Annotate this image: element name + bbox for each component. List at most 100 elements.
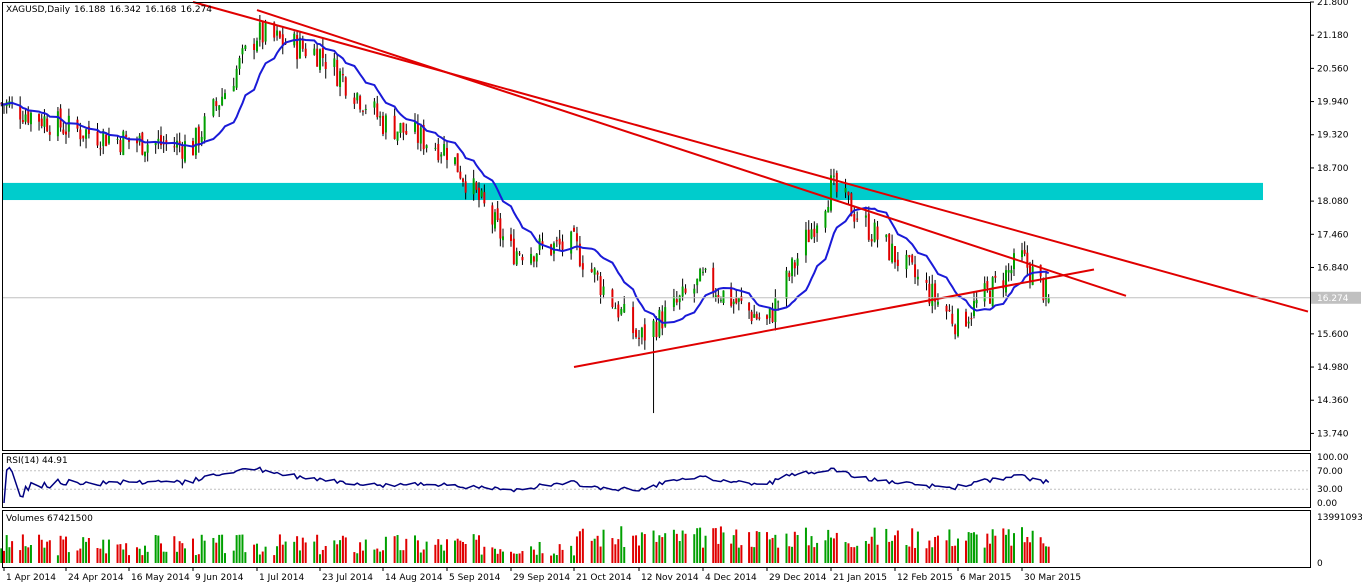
candle-up <box>785 270 788 299</box>
candle-down <box>807 229 810 243</box>
candle-up <box>672 296 675 308</box>
candle-up <box>203 116 206 140</box>
price-axis-label: 16.840 <box>1317 263 1349 273</box>
candle-down <box>253 43 256 50</box>
candle-up <box>364 108 367 110</box>
candle-down <box>402 122 405 133</box>
candle-up <box>737 298 740 302</box>
candle-up <box>753 314 756 318</box>
candle-up <box>1005 270 1007 293</box>
time-axis-label: 4 Dec 2014 <box>705 573 757 583</box>
candle-up <box>796 258 799 266</box>
rsi-axis-label: 100.00 <box>1317 453 1349 463</box>
candle-down <box>518 253 521 255</box>
candle-down <box>215 101 218 107</box>
candle-up <box>804 229 807 256</box>
candle-down <box>766 315 768 319</box>
price-axis-label: 15.600 <box>1317 330 1349 340</box>
candle-down <box>856 218 859 220</box>
candle-down <box>353 97 356 104</box>
candle-up <box>356 93 359 101</box>
candle-down <box>301 40 304 49</box>
candle-up <box>552 243 555 254</box>
rsi-line <box>3 466 1050 504</box>
price-axis-label: 13.740 <box>1317 429 1349 439</box>
ohlc-open: 16.188 <box>74 5 106 15</box>
time-axis: 1 Apr 2014 24 Apr 2014 16 May 2014 9 Jun 20… <box>3 567 1081 583</box>
candle-up <box>384 115 387 133</box>
candle-up <box>333 58 336 67</box>
time-axis-label: 9 Jun 2014 <box>195 573 244 583</box>
candle-up <box>810 229 813 239</box>
candle-up <box>379 115 382 118</box>
candle-up <box>24 114 27 122</box>
candle-up <box>620 309 623 315</box>
candle-down <box>908 255 911 258</box>
candle-down <box>771 309 774 322</box>
candle-down <box>578 243 581 266</box>
candle-up <box>714 295 717 298</box>
time-axis-label: 21 Oct 2014 <box>576 573 632 583</box>
candle-down <box>478 187 480 200</box>
candle-down <box>599 276 602 296</box>
time-axis-label: 30 Mar 2015 <box>1024 573 1081 583</box>
candle-up <box>144 151 146 157</box>
candle-down <box>344 77 347 96</box>
candle-down <box>46 118 49 132</box>
candle-up <box>824 211 827 228</box>
candle-down <box>573 227 575 232</box>
trendline-upper-resistance <box>192 1 1309 313</box>
candle-down <box>336 59 339 86</box>
candle-up <box>975 299 978 304</box>
candle-up <box>768 307 771 319</box>
candle-down <box>1002 280 1005 289</box>
candle-up <box>696 278 699 286</box>
price-pane <box>0 1 1310 414</box>
candle-up <box>200 136 203 143</box>
candle-down <box>321 47 324 58</box>
candle-up <box>623 304 626 313</box>
price-axis-label: 14.980 <box>1317 363 1349 373</box>
candle-down <box>758 317 761 319</box>
candle-up <box>116 138 119 140</box>
candle-up <box>664 307 667 327</box>
candle-up <box>85 129 88 139</box>
candle-down <box>304 48 307 57</box>
candle-up <box>1021 250 1023 258</box>
candle-up <box>373 101 376 108</box>
candle-up <box>827 206 830 213</box>
candle-down <box>136 139 138 144</box>
candle-down <box>1026 252 1029 268</box>
candle-down <box>717 295 720 299</box>
candle-down <box>437 144 440 161</box>
time-axis-label: 21 Jan 2015 <box>833 573 887 583</box>
candle-down <box>730 286 733 306</box>
candle-up <box>258 22 261 40</box>
candle-up <box>719 300 722 302</box>
candle-down <box>96 131 99 146</box>
candle-down <box>459 171 462 179</box>
candle-down <box>596 272 599 275</box>
chart-timeframe: Daily <box>47 5 70 15</box>
candle-down <box>994 275 997 278</box>
price-axis-label: 18.700 <box>1317 164 1349 174</box>
candle-up <box>221 96 224 106</box>
candle-down <box>867 213 870 240</box>
candle-up <box>235 68 238 88</box>
candle-up <box>602 286 605 295</box>
rsi-axis-label: 30.00 <box>1317 485 1343 495</box>
candle-up <box>29 112 32 125</box>
candle-down <box>945 305 948 312</box>
volume-pane-frame <box>2 510 1311 568</box>
candle-down <box>278 31 281 38</box>
candle-up <box>1045 278 1047 300</box>
candle-down <box>483 192 486 204</box>
candle-up <box>681 286 684 297</box>
candle-down <box>475 182 478 190</box>
trendline-descending-resistance <box>256 9 1127 297</box>
candle-down <box>376 103 379 118</box>
candle-down <box>125 134 128 137</box>
price-axis-label: 18.080 <box>1317 197 1349 207</box>
candle-down <box>970 318 973 320</box>
